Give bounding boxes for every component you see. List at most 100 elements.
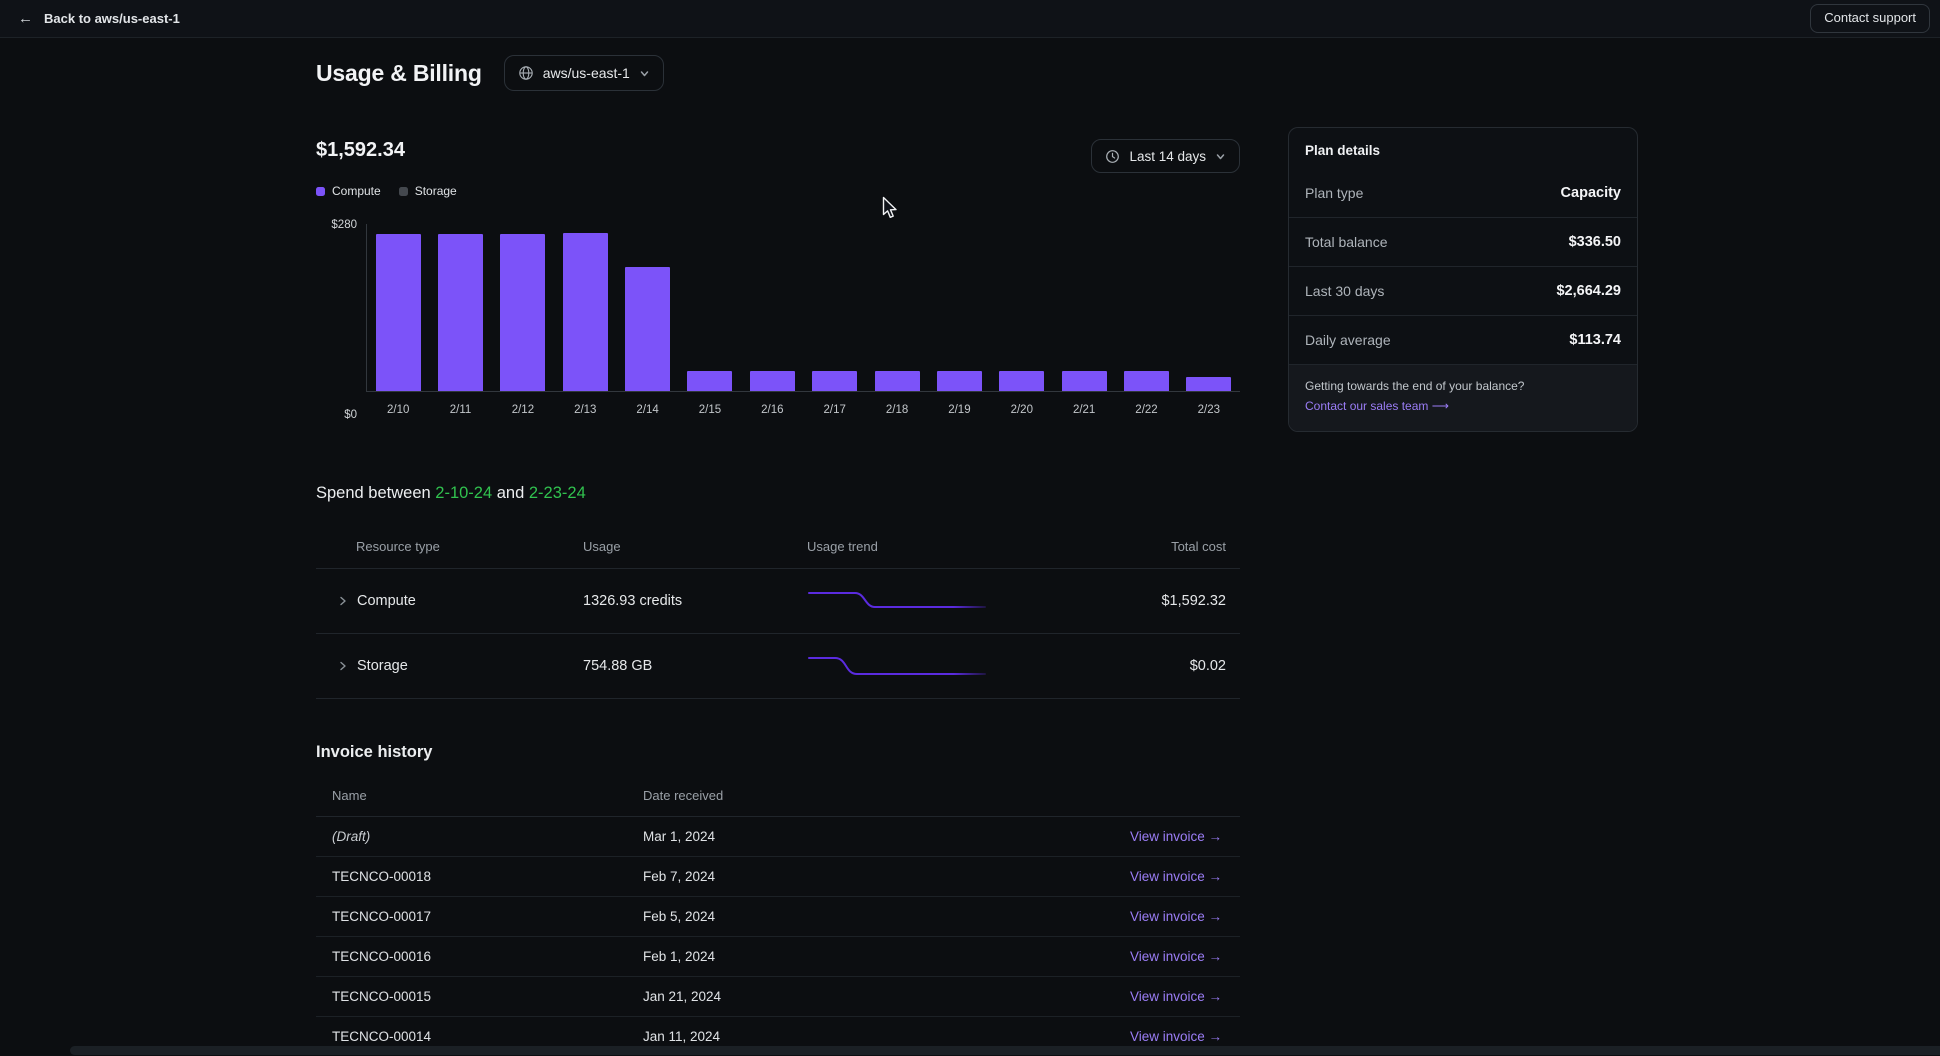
- view-invoice-label: View invoice: [1129, 829, 1205, 844]
- legend-label: Storage: [414, 184, 457, 198]
- bar-2-17[interactable]: [812, 371, 858, 391]
- legend-label: Compute: [332, 184, 381, 198]
- spend-between-heading: Spend between 2-10-24 and 2-23-24: [316, 484, 1240, 503]
- back-link[interactable]: ← Back to aws/us-east-1: [18, 11, 180, 26]
- bar-2-22[interactable]: [1123, 371, 1169, 391]
- bar-2-14[interactable]: [625, 267, 671, 391]
- bar-2-18[interactable]: [874, 371, 920, 391]
- bar-2-12[interactable]: [500, 234, 546, 391]
- invoice-row-tecnco-00014: TECNCO-00014 Jan 11, 2024 View invoice →: [316, 1017, 1240, 1056]
- invoice-link-cell: View invoice →: [1043, 909, 1240, 924]
- plan-row-label: Total balance: [1305, 234, 1388, 250]
- chart-x-axis: 2/10 2/11 2/12 2/13 2/14 2/15 2/16 2/17 2/18 2/19…: [366, 404, 1240, 416]
- x-tick-label: 2/18: [885, 404, 909, 416]
- resource-usage-table: Resource type Usage Usage trend Total co…: [316, 539, 1240, 699]
- invoice-link-cell: View invoice →: [1043, 829, 1240, 844]
- arrow-right-icon: →: [1208, 909, 1223, 924]
- view-invoice-link[interactable]: View invoice →: [1130, 989, 1222, 1004]
- resource-usage: 754.88 GB: [583, 658, 653, 674]
- resource-total-cost: $0.02: [1189, 658, 1226, 674]
- legend-swatch: [316, 186, 325, 196]
- plan-row-value: $2,664.29: [1556, 283, 1621, 299]
- balance-warning-text: Getting towards the end of your balance?: [1305, 379, 1525, 393]
- column-header-usage-trend: Usage trend: [807, 539, 878, 554]
- view-invoice-label: View invoice: [1129, 949, 1205, 964]
- invoice-history-section: Invoice history Name Date received (Draf…: [316, 743, 1240, 1056]
- plan-row-value: Capacity: [1560, 184, 1621, 201]
- legend-item-storage: Storage: [398, 184, 457, 198]
- spend-bar-chart: $280 $0 2/10 2/11 2/12 2/13 2/14 2/15 2/16 2/17…: [316, 219, 1240, 421]
- project-selector-value: aws/us-east-1: [542, 65, 630, 81]
- invoice-name-cell: TECNCO-00016: [316, 949, 643, 964]
- chevron-right-icon[interactable]: [338, 661, 348, 671]
- resource-row-compute[interactable]: Compute 1326.93 credits $1,592.32: [316, 569, 1240, 634]
- arrow-right-icon: →: [1208, 829, 1223, 844]
- column-header-resource-type: Resource type: [356, 539, 440, 554]
- arrow-right-icon: →: [1208, 989, 1223, 1004]
- contact-support-button[interactable]: Contact support: [1810, 4, 1930, 33]
- chart-slot: [991, 371, 1053, 391]
- chart-slot: [492, 234, 554, 391]
- view-invoice-link[interactable]: View invoice →: [1130, 869, 1222, 884]
- plan-card-footer: Getting towards the end of your balance?…: [1289, 364, 1637, 431]
- invoice-date-cell: Feb 5, 2024: [643, 909, 716, 924]
- spend-end-date: 2-23-24: [528, 484, 586, 502]
- bar-2-11[interactable]: [438, 234, 484, 391]
- view-invoice-link[interactable]: View invoice →: [1130, 909, 1222, 924]
- invoice-name-cell: TECNCO-00015: [316, 989, 643, 1004]
- resource-table-header: Resource type Usage Usage trend Total co…: [316, 539, 1240, 569]
- chevron-down-icon: [1215, 151, 1226, 162]
- view-invoice-label: View invoice: [1129, 909, 1205, 924]
- bar-2-19[interactable]: [936, 371, 982, 391]
- resource-name: Storage: [357, 658, 408, 674]
- bar-2-13[interactable]: [562, 233, 608, 391]
- column-header-total-cost: Total cost: [1171, 539, 1226, 554]
- bar-2-21[interactable]: [1061, 371, 1107, 391]
- page-title: Usage & Billing: [316, 59, 482, 86]
- plan-row-value: $336.50: [1568, 234, 1621, 250]
- project-selector[interactable]: aws/us-east-1: [503, 55, 664, 91]
- plan-row-label: Plan type: [1305, 184, 1364, 201]
- invoice-row-tecnco-00017: TECNCO-00017 Feb 5, 2024 View invoice →: [316, 897, 1240, 937]
- contact-sales-label: Contact our sales team: [1305, 399, 1429, 414]
- chart-slot: [866, 371, 928, 391]
- usage-trend-sparkline: [807, 588, 1137, 614]
- arrow-left-icon: ←: [18, 10, 33, 27]
- bar-2-15[interactable]: [687, 371, 733, 391]
- x-tick-label: 2/10: [386, 404, 410, 416]
- spend-heading-prefix: Spend between: [316, 484, 431, 502]
- bar-2-23[interactable]: [1186, 377, 1232, 391]
- chevron-down-icon: [639, 68, 650, 79]
- view-invoice-link[interactable]: View invoice →: [1130, 1029, 1222, 1044]
- invoice-date-cell: Jan 21, 2024: [643, 989, 722, 1004]
- globe-icon: [518, 65, 534, 81]
- right-column: Plan details Plan type Capacity Total bala…: [1288, 55, 1638, 1056]
- chart-slot: [367, 234, 429, 391]
- resource-row-storage[interactable]: Storage 754.88 GB $0.02: [316, 634, 1240, 699]
- plan-row-value: $113.74: [1569, 332, 1621, 348]
- chart-slot: [679, 371, 741, 391]
- x-tick-label: 2/22: [1135, 404, 1158, 416]
- horizontal-scrollbar[interactable]: [70, 1046, 1940, 1055]
- x-tick-label: 2/14: [636, 404, 659, 416]
- view-invoice-link[interactable]: View invoice →: [1130, 829, 1222, 844]
- chevron-right-icon[interactable]: [338, 596, 348, 606]
- x-tick-label: 2/21: [1072, 404, 1096, 416]
- y-tick-label: $0: [344, 409, 357, 421]
- chart-slot: [1178, 377, 1240, 391]
- arrow-right-icon: →: [1208, 869, 1223, 884]
- x-tick-label: 2/17: [823, 404, 846, 416]
- view-invoice-link[interactable]: View invoice →: [1130, 949, 1222, 964]
- chart-y-axis: $280 $0: [316, 219, 366, 421]
- bar-2-20[interactable]: [999, 371, 1045, 391]
- date-range-selector[interactable]: Last 14 days: [1091, 139, 1240, 173]
- invoice-row-tecnco-00018: TECNCO-00018 Feb 7, 2024 View invoice →: [316, 857, 1240, 897]
- bar-2-16[interactable]: [749, 371, 795, 391]
- resource-usage: 1326.93 credits: [583, 593, 683, 609]
- invoice-name: TECNCO-00016: [332, 949, 432, 964]
- plan-row-plan-type: Plan type Capacity: [1289, 168, 1637, 217]
- resource-name-cell: Storage: [316, 658, 583, 674]
- contact-sales-link[interactable]: Contact our sales team ⟶: [1305, 398, 1449, 415]
- bar-2-10[interactable]: [375, 234, 421, 391]
- invoice-name-cell: TECNCO-00017: [316, 909, 643, 924]
